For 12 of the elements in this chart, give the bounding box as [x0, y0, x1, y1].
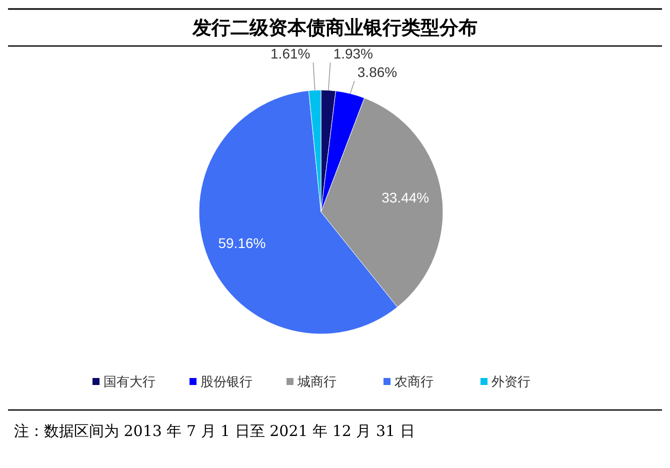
legend-label: 股份银行 — [200, 375, 252, 390]
legend-label: 国有大行 — [104, 375, 156, 390]
legend-label: 城商行 — [296, 375, 336, 390]
data-label: 3.86% — [357, 64, 398, 80]
data-label: 33.44% — [382, 189, 430, 206]
legend-label: 外资行 — [492, 375, 530, 390]
legend-label: 农商行 — [394, 375, 434, 390]
data-label: 1.93% — [333, 46, 374, 62]
chart-title: 发行二级资本债商业银行类型分布 — [192, 17, 478, 39]
data-label: 59.16% — [218, 235, 266, 252]
data-label: 1.61% — [270, 45, 310, 62]
text: 注：数据区间为 2013 年 7 月 1 日至 2021 年 12 月 31 日 — [14, 422, 415, 440]
